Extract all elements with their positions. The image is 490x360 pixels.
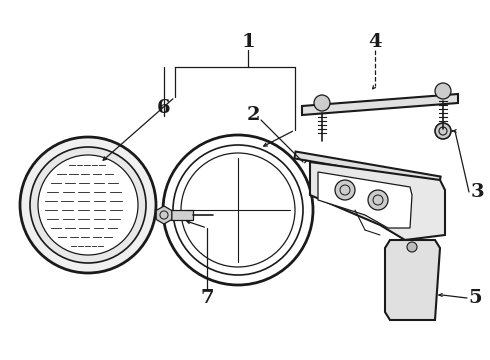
Text: 6: 6 [157,99,171,117]
Polygon shape [302,94,458,115]
Text: 2: 2 [246,106,260,124]
Text: 3: 3 [470,183,484,201]
Circle shape [407,242,417,252]
Text: 7: 7 [200,289,214,307]
Circle shape [435,83,451,99]
Circle shape [20,137,156,273]
Circle shape [163,135,313,285]
Circle shape [181,153,295,267]
Bar [171,210,193,220]
Circle shape [38,155,138,255]
Circle shape [314,95,330,111]
Text: 4: 4 [368,33,382,51]
Text: 1: 1 [241,33,255,51]
Text: 5: 5 [468,289,482,307]
Circle shape [173,145,303,275]
Polygon shape [294,152,441,184]
Circle shape [30,147,146,263]
Circle shape [335,180,355,200]
Polygon shape [310,162,445,240]
Circle shape [435,123,451,139]
Polygon shape [385,240,440,320]
Polygon shape [318,172,412,228]
Polygon shape [156,206,172,224]
Circle shape [368,190,388,210]
